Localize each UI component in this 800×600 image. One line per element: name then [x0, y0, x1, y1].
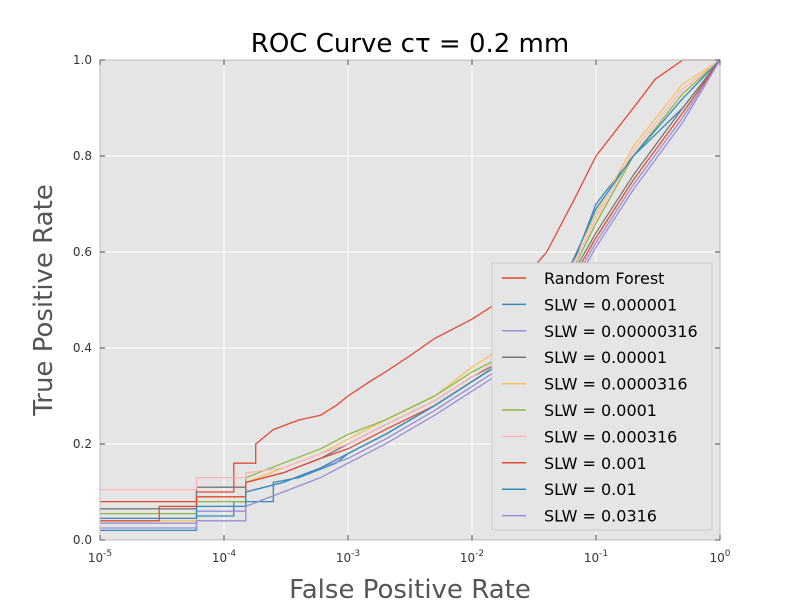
x-tick-label: 10-5 [88, 549, 112, 565]
x-tick-label: 10-4 [212, 549, 237, 565]
x-tick-label: 10-3 [336, 549, 360, 565]
legend: Random Forest SLW = 0.000001 SLW = 0.00000… [491, 262, 713, 531]
y-axis-title: True Positive Rate [29, 184, 59, 417]
legend-label: SLW = 0.00000316 [544, 322, 698, 341]
x-tick-base: 10 [212, 551, 227, 565]
series-line-9 [100, 59, 721, 524]
y-tick-label: 0.0 [73, 533, 92, 547]
series-line-6 [100, 59, 721, 491]
x-axis-title: False Positive Rate [289, 575, 531, 600]
legend-label: SLW = 0.00001 [544, 348, 667, 367]
x-tick-exponent: -4 [227, 549, 236, 559]
x-tick-base: 10 [336, 551, 351, 565]
y-tick-label: 0.8 [73, 149, 92, 163]
x-tick-exponent: 0 [725, 549, 731, 559]
legend-box [491, 262, 713, 531]
series-line-8 [100, 59, 721, 520]
x-tick-label: 10-2 [460, 549, 484, 565]
series-lines [100, 59, 721, 532]
legend-label: SLW = 0.0001 [544, 401, 657, 420]
x-tick-label: 10-1 [584, 549, 608, 565]
series-line-2 [100, 59, 721, 529]
plot-frame [99, 59, 721, 541]
x-tick-exponent: -2 [475, 549, 484, 559]
y-tick-label: 1.0 [73, 53, 92, 67]
y-tick-label: 0.2 [73, 437, 92, 451]
series-line-7 [100, 59, 721, 522]
x-tick-exponent: -5 [103, 549, 112, 559]
legend-label: SLW = 0.0000316 [544, 375, 688, 394]
series-line-0 [100, 59, 720, 503]
x-tick-base: 10 [709, 551, 724, 565]
legend-label: SLW = 0.000316 [544, 427, 677, 446]
x-tick-base: 10 [88, 551, 103, 565]
x-tick-exponent: -3 [351, 549, 360, 559]
y-tick-label: 0.4 [73, 341, 92, 355]
legend-label: SLW = 0.0316 [544, 507, 657, 526]
series-line-5 [100, 59, 721, 515]
x-tick-exponent: -1 [599, 549, 608, 559]
legend-label: SLW = 0.000001 [544, 295, 677, 314]
y-tick-label: 0.6 [73, 245, 92, 259]
x-tick-base: 10 [460, 551, 475, 565]
legend-label: SLW = 0.01 [544, 480, 637, 499]
legend-label: Random Forest [544, 269, 664, 288]
legend-label: SLW = 0.001 [544, 454, 647, 473]
x-tick-label: 100 [709, 549, 730, 565]
chart-title: ROC Curve cτ = 0.2 mm [251, 29, 569, 59]
axis-ticks: 10-5 10-4 10-3 10-2 10-1 1000.00.20.40.60.81.… [73, 53, 731, 565]
x-tick-base: 10 [584, 551, 599, 565]
